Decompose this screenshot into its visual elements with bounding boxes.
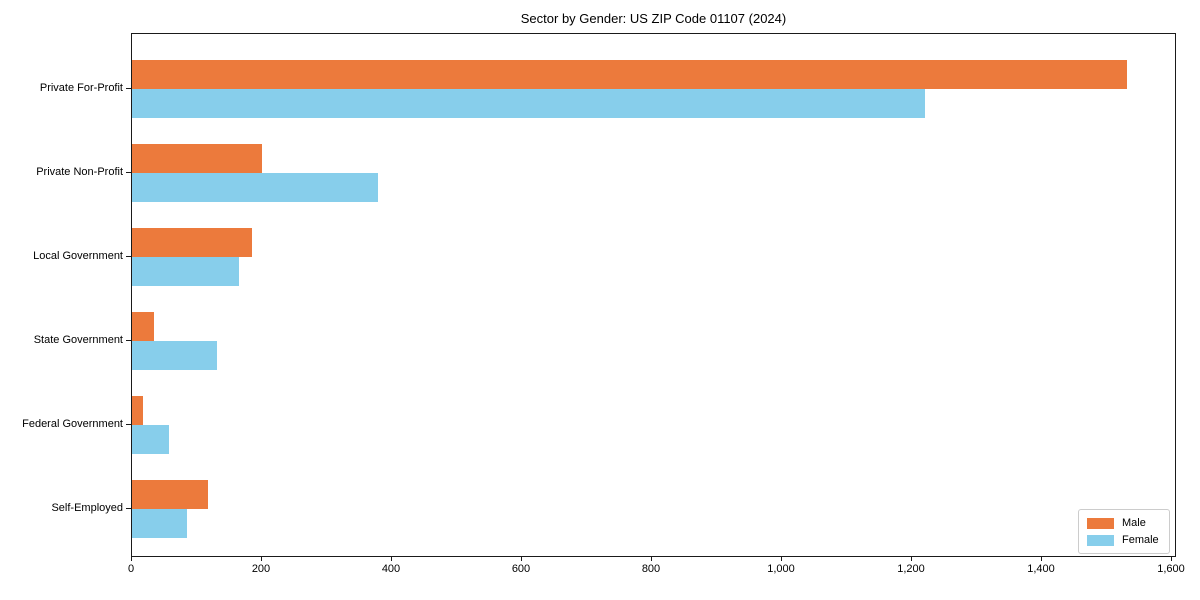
y-tick-label-self-employed: Self-Employed bbox=[51, 502, 123, 514]
x-tick-mark bbox=[1041, 557, 1042, 561]
y-tick-mark bbox=[126, 424, 131, 425]
x-tick-mark bbox=[521, 557, 522, 561]
legend-swatch-female-icon bbox=[1087, 535, 1114, 546]
x-tick-label-0: 0 bbox=[127, 563, 135, 575]
x-tick-label-1000: 1,000 bbox=[767, 563, 795, 575]
x-tick-label-200: 200 bbox=[251, 563, 271, 575]
bar-male-self-employed bbox=[132, 480, 208, 509]
x-tick-label-400: 400 bbox=[381, 563, 401, 575]
legend-label-male: Male bbox=[1122, 517, 1146, 529]
y-tick-label-private-non-profit: Private Non-Profit bbox=[36, 166, 123, 178]
bar-female-private-non-profit bbox=[132, 173, 378, 202]
bar-male-federal-government bbox=[132, 396, 143, 425]
bar-female-federal-government bbox=[132, 425, 169, 454]
y-tick-mark bbox=[126, 508, 131, 509]
x-tick-mark bbox=[261, 557, 262, 561]
x-tick-label-800: 800 bbox=[641, 563, 661, 575]
x-tick-mark bbox=[781, 557, 782, 561]
y-tick-label-private-for-profit: Private For-Profit bbox=[39, 82, 123, 94]
bar-female-local-government bbox=[132, 257, 239, 286]
legend-item-male: Male bbox=[1087, 515, 1161, 532]
x-tick-mark bbox=[911, 557, 912, 561]
y-tick-mark bbox=[126, 256, 131, 257]
bar-female-private-for-profit bbox=[132, 89, 925, 118]
x-tick-label-600: 600 bbox=[511, 563, 531, 575]
y-tick-mark bbox=[126, 172, 131, 173]
bar-male-private-for-profit bbox=[132, 60, 1127, 89]
plot-area bbox=[131, 33, 1176, 557]
x-tick-label-1600: 1,600 bbox=[1157, 563, 1185, 575]
x-tick-label-1200: 1,200 bbox=[897, 563, 925, 575]
y-tick-label-federal-government: Federal Government bbox=[22, 418, 123, 430]
legend-item-female: Female bbox=[1087, 532, 1161, 549]
x-tick-mark bbox=[651, 557, 652, 561]
bar-male-private-non-profit bbox=[132, 144, 262, 173]
x-tick-mark bbox=[131, 557, 132, 561]
legend-swatch-male-icon bbox=[1087, 518, 1114, 529]
y-tick-mark bbox=[126, 340, 131, 341]
x-tick-mark bbox=[1171, 557, 1172, 561]
bar-male-local-government bbox=[132, 228, 252, 257]
bar-female-state-government bbox=[132, 341, 217, 370]
chart-title: Sector by Gender: US ZIP Code 01107 (202… bbox=[520, 11, 787, 26]
y-tick-mark bbox=[126, 88, 131, 89]
y-tick-label-state-government: State Government bbox=[33, 334, 123, 346]
bar-female-self-employed bbox=[132, 509, 187, 538]
bar-male-state-government bbox=[132, 312, 154, 341]
y-tick-label-local-government: Local Government bbox=[33, 250, 123, 262]
x-tick-mark bbox=[391, 557, 392, 561]
x-tick-label-1400: 1,400 bbox=[1027, 563, 1055, 575]
legend: Male Female bbox=[1078, 509, 1170, 554]
legend-label-female: Female bbox=[1122, 534, 1159, 546]
